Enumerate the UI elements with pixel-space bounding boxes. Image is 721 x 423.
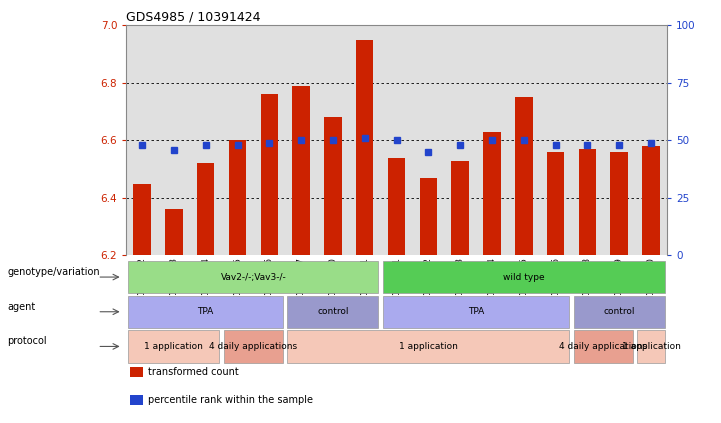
Text: 1 application: 1 application [144, 342, 203, 351]
Bar [420, 178, 437, 255]
Text: GDS4985 / 10391424: GDS4985 / 10391424 [126, 10, 261, 23]
Text: protocol: protocol [7, 336, 47, 346]
Bar [260, 94, 278, 255]
Bar [229, 140, 247, 255]
Text: 4 daily applications: 4 daily applications [209, 342, 298, 351]
Text: percentile rank within the sample: percentile rank within the sample [148, 395, 313, 405]
Bar [547, 152, 565, 255]
Bar [515, 97, 533, 255]
Text: 4 daily applications: 4 daily applications [559, 342, 647, 351]
Bar [451, 161, 469, 255]
Text: wild type: wild type [503, 272, 544, 282]
Bar [165, 209, 182, 255]
Text: 1 application: 1 application [399, 342, 458, 351]
Text: control: control [603, 307, 635, 316]
Bar [579, 149, 596, 255]
Bar [197, 163, 214, 255]
Text: 1 application: 1 application [622, 342, 681, 351]
Bar [324, 118, 342, 255]
Text: control: control [317, 307, 349, 316]
Text: transformed count: transformed count [148, 367, 239, 377]
Bar [356, 40, 373, 255]
Bar [388, 158, 405, 255]
Text: genotype/variation: genotype/variation [7, 267, 99, 277]
Text: Vav2-/-;Vav3-/-: Vav2-/-;Vav3-/- [221, 272, 286, 282]
Bar [483, 132, 500, 255]
Text: agent: agent [7, 302, 35, 312]
Bar [293, 86, 310, 255]
Text: TPA: TPA [468, 307, 485, 316]
Text: TPA: TPA [198, 307, 214, 316]
Bar [611, 152, 628, 255]
Bar [642, 146, 660, 255]
Bar [133, 184, 151, 255]
